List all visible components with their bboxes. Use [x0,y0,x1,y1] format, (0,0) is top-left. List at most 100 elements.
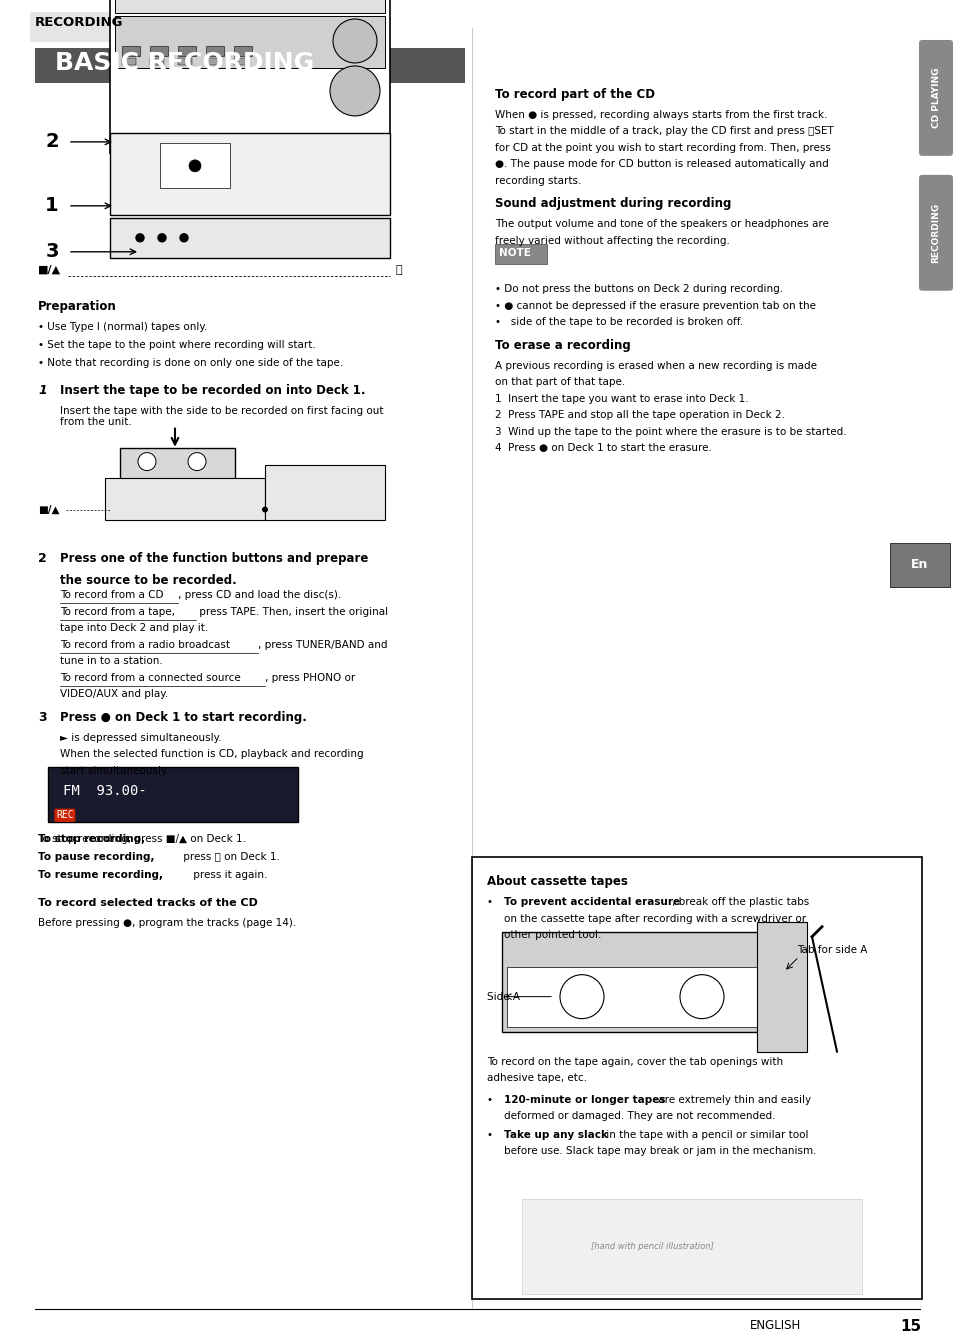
Text: Press one of the function buttons and prepare: Press one of the function buttons and pr… [60,551,368,565]
Bar [206,45,224,56]
Bar [889,542,949,587]
Text: VIDEO/AUX and play.: VIDEO/AUX and play. [60,689,168,700]
Text: Tab for side A: Tab for side A [796,945,866,955]
Text: FM  93.00-: FM 93.00- [63,784,147,799]
Text: •: • [486,1094,496,1105]
Text: Insert the tape to be recorded on into Deck 1.: Insert the tape to be recorded on into D… [60,384,365,396]
Text: Insert the tape with the side to be recorded on first facing out
from the unit.: Insert the tape with the side to be reco… [60,405,383,427]
Text: 2: 2 [45,132,59,151]
Text: NOTE: NOTE [498,249,530,258]
Bar [472,858,921,1299]
Text: tune in to a station.: tune in to a station. [60,657,163,666]
Text: 1: 1 [38,384,47,396]
Text: 15: 15 [899,1319,921,1334]
Bar [110,0,390,153]
Circle shape [559,974,603,1018]
FancyBboxPatch shape [30,12,139,41]
Bar [757,922,806,1052]
Bar [233,45,252,56]
Text: To record part of the CD: To record part of the CD [495,88,655,100]
Text: deformed or damaged. They are not recommended.: deformed or damaged. They are not recomm… [503,1111,775,1121]
Text: RECORDING: RECORDING [35,16,123,29]
Text: CD PLAYING: CD PLAYING [930,68,940,128]
FancyBboxPatch shape [918,40,952,155]
Bar [233,58,248,66]
Bar [506,966,776,1026]
Circle shape [180,234,188,242]
Text: • Set the tape to the point where recording will start.: • Set the tape to the point where record… [38,340,315,349]
Text: , press PHONO or: , press PHONO or [264,673,355,682]
Text: To record from a radio broadcast: To record from a radio broadcast [60,640,230,650]
Text: 120-minute or longer tapes: 120-minute or longer tapes [503,1094,665,1105]
Text: ■/▲: ■/▲ [38,265,61,274]
Text: , press TUNER/BAND and: , press TUNER/BAND and [258,640,388,650]
Text: [hand with pencil illustration]: [hand with pencil illustration] [590,1243,713,1251]
Bar [35,48,464,83]
Text: To record from a tape,: To record from a tape, [60,607,174,617]
Text: in the tape with a pencil or similar tool: in the tape with a pencil or similar too… [602,1129,807,1140]
Circle shape [188,452,206,471]
Text: To start in the middle of a track, play the CD first and press ⏸SET: To start in the middle of a track, play … [495,126,833,136]
Text: press ⏸ on Deck 1.: press ⏸ on Deck 1. [180,852,279,862]
Bar [115,16,385,68]
Circle shape [189,159,201,171]
Bar [521,1199,862,1294]
Bar [115,0,385,13]
Text: Press ● on Deck 1 to start recording.: Press ● on Deck 1 to start recording. [60,710,307,724]
Text: ENGLISH: ENGLISH [749,1319,801,1331]
Bar [150,58,164,66]
Circle shape [138,452,156,471]
Text: adhesive tape, etc.: adhesive tape, etc. [486,1073,586,1082]
Circle shape [262,507,268,512]
Bar [120,448,234,479]
Text: on the cassette tape after recording with a screwdriver or: on the cassette tape after recording wit… [503,914,805,923]
Text: •   side of the tape to be recorded is broken off.: • side of the tape to be recorded is bro… [495,317,742,328]
Text: A previous recording is erased when a new recording is made: A previous recording is erased when a ne… [495,361,816,371]
Text: 3: 3 [45,242,59,261]
Text: 1  Insert the tape you want to erase into Deck 1.: 1 Insert the tape you want to erase into… [495,393,748,404]
Circle shape [158,234,166,242]
Text: , press CD and load the disc(s).: , press CD and load the disc(s). [177,590,340,601]
Bar [110,218,390,258]
Bar [48,768,297,823]
Text: ► is depressed simultaneously.: ► is depressed simultaneously. [60,733,221,743]
Text: 2  Press TAPE and stop all the tape operation in Deck 2.: 2 Press TAPE and stop all the tape opera… [495,411,784,420]
Bar [105,478,265,519]
Text: Preparation: Preparation [38,300,116,313]
Text: About cassette tapes: About cassette tapes [486,875,627,888]
Text: To stop recording,: To stop recording, [38,835,145,844]
Text: • Use Type I (normal) tapes only.: • Use Type I (normal) tapes only. [38,321,207,332]
Bar [206,58,220,66]
Text: RECORDING: RECORDING [930,203,940,262]
Text: are extremely thin and easily: are extremely thin and easily [654,1094,810,1105]
Text: To record selected tracks of the CD: To record selected tracks of the CD [38,898,257,909]
Circle shape [333,19,376,63]
Text: • ● cannot be depressed if the erasure prevention tab on the: • ● cannot be depressed if the erasure p… [495,301,815,310]
Text: •: • [486,898,496,907]
Text: The output volume and tone of the speakers or headphones are: The output volume and tone of the speake… [495,219,828,229]
Text: ●. The pause mode for CD button is released automatically and: ●. The pause mode for CD button is relea… [495,159,828,170]
Text: for CD at the point you wish to start recording from. Then, press: for CD at the point you wish to start re… [495,143,830,153]
Text: 1: 1 [45,197,59,215]
Text: • Do not press the buttons on Deck 2 during recording.: • Do not press the buttons on Deck 2 dur… [495,284,782,294]
Text: Sound adjustment during recording: Sound adjustment during recording [495,197,731,210]
Text: To record on the tape again, cover the tab openings with: To record on the tape again, cover the t… [486,1057,782,1066]
Text: ■/▲: ■/▲ [38,504,59,515]
Text: Before pressing ●, program the tracks (page 14).: Before pressing ●, program the tracks (p… [38,918,296,929]
Text: When the selected function is CD, playback and recording: When the selected function is CD, playba… [60,749,363,760]
Text: the source to be recorded.: the source to be recorded. [60,574,236,586]
Text: To record from a connected source: To record from a connected source [60,673,240,682]
Text: When ● is pressed, recording always starts from the first track.: When ● is pressed, recording always star… [495,110,826,120]
Text: freely varied without affecting the recording.: freely varied without affecting the reco… [495,235,729,246]
Text: BASIC RECORDING: BASIC RECORDING [55,51,314,75]
Text: To erase a recording: To erase a recording [495,339,630,352]
Text: press TAPE. Then, insert the original: press TAPE. Then, insert the original [196,607,388,617]
Text: press it again.: press it again. [190,870,267,880]
Bar [150,45,168,56]
Text: To record from a CD: To record from a CD [60,590,163,601]
Text: , break off the plastic tabs: , break off the plastic tabs [672,898,808,907]
Text: Take up any slack: Take up any slack [503,1129,607,1140]
Text: 3  Wind up the tape to the point where the erasure is to be started.: 3 Wind up the tape to the point where th… [495,427,845,436]
Text: To stop recording, press ■/▲ on Deck 1.: To stop recording, press ■/▲ on Deck 1. [38,835,246,844]
Text: 3: 3 [38,710,47,724]
